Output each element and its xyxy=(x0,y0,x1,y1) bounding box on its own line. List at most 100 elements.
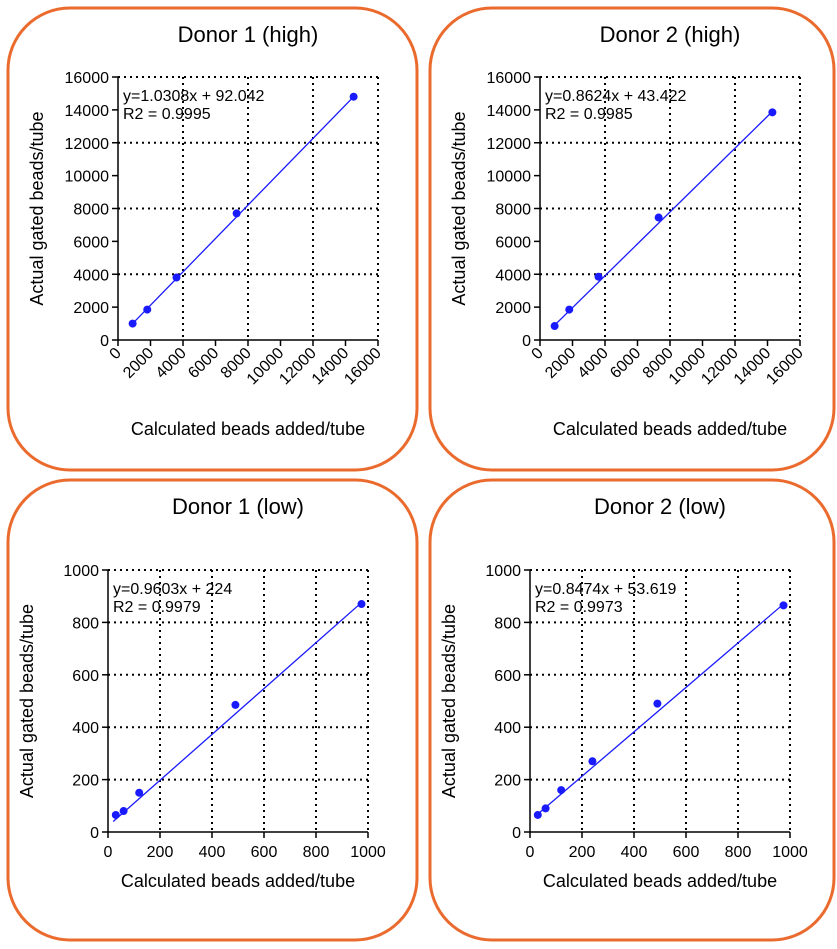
data-point xyxy=(143,305,152,314)
y-tick-label: 8000 xyxy=(495,202,531,219)
y-tick-label: 200 xyxy=(72,773,99,790)
x-tick-label: 0 xyxy=(104,844,113,861)
data-point xyxy=(768,108,777,117)
data-point xyxy=(119,807,128,816)
annotation: R2 = 0.9985 xyxy=(545,106,633,123)
y-tick-label: 16000 xyxy=(487,70,532,87)
data-point xyxy=(550,322,559,331)
data-point xyxy=(588,757,597,766)
fit-line xyxy=(132,96,355,325)
y-tick-label: 1000 xyxy=(485,563,521,580)
x-axis-label: Calculated beads added/tube xyxy=(543,871,777,891)
x-tick-label: 800 xyxy=(303,844,330,861)
data-point xyxy=(653,699,662,708)
y-tick-label: 6000 xyxy=(495,234,531,251)
x-tick-label: 6000 xyxy=(185,345,222,382)
chart-title: Donor 2 (low) xyxy=(594,494,726,519)
y-tick-label: 2000 xyxy=(73,300,109,317)
x-tick-label: 600 xyxy=(673,844,700,861)
y-tick-label: 0 xyxy=(90,825,99,842)
x-tick-label: 2000 xyxy=(120,345,157,382)
data-point xyxy=(357,600,366,609)
data-point xyxy=(172,273,181,282)
y-tick-label: 4000 xyxy=(73,267,109,284)
x-tick-label: 0 xyxy=(529,345,547,363)
x-tick-label: 200 xyxy=(569,844,596,861)
annotation: R2 = 0.9995 xyxy=(123,106,211,123)
y-tick-label: 600 xyxy=(494,668,521,685)
y-tick-label: 0 xyxy=(100,333,109,350)
y-tick-label: 10000 xyxy=(487,169,532,186)
x-tick-label: 400 xyxy=(199,844,226,861)
y-tick-label: 1000 xyxy=(63,563,99,580)
x-tick-label: 16000 xyxy=(763,345,807,389)
x-axis-label: Calculated beads added/tube xyxy=(121,871,355,891)
fit-line xyxy=(534,603,784,817)
annotation: y=0.9603x + 224 xyxy=(113,581,232,598)
y-axis-label: Actual gated beads/tube xyxy=(27,111,47,305)
y-tick-label: 16000 xyxy=(65,70,110,87)
y-tick-label: 200 xyxy=(494,773,521,790)
x-tick-label: 0 xyxy=(526,844,535,861)
chart-title: Donor 1 (high) xyxy=(178,22,319,47)
data-point xyxy=(111,810,120,819)
data-point xyxy=(128,319,137,328)
data-point xyxy=(565,305,574,314)
panel: Donor 2 (low) 0 200 400 600 800 1000 0 200 400 600… xyxy=(428,478,836,942)
y-tick-label: 14000 xyxy=(65,103,110,120)
x-axis-label: Calculated beads added/tube xyxy=(131,419,365,439)
x-tick-label: 16000 xyxy=(341,345,385,389)
x-tick-label: 0 xyxy=(107,345,125,363)
y-tick-label: 10000 xyxy=(65,169,110,186)
y-tick-label: 0 xyxy=(522,333,531,350)
data-point xyxy=(594,272,603,281)
data-point xyxy=(541,804,550,813)
x-tick-label: 400 xyxy=(621,844,648,861)
data-point xyxy=(232,209,241,218)
fit-line xyxy=(112,600,364,823)
panel-frame xyxy=(428,478,836,942)
x-tick-label: 200 xyxy=(147,844,174,861)
annotation: R2 = 0.9979 xyxy=(113,599,201,616)
data-point xyxy=(557,786,566,795)
y-tick-label: 400 xyxy=(72,720,99,737)
x-tick-label: 2000 xyxy=(542,345,579,382)
x-tick-label: 1000 xyxy=(350,844,386,861)
x-axis-label: Calculated beads added/tube xyxy=(553,419,787,439)
y-tick-label: 0 xyxy=(512,825,521,842)
annotation: y=1.0308x + 92.042 xyxy=(123,88,265,105)
y-tick-label: 400 xyxy=(494,720,521,737)
panel: Donor 2 (high)02000400060008000100001200… xyxy=(428,6,836,472)
y-tick-label: 12000 xyxy=(65,136,110,153)
annotation: y=0.8474x + 53.619 xyxy=(535,581,677,598)
y-tick-label: 14000 xyxy=(487,103,532,120)
chart-title: Donor 2 (high) xyxy=(600,22,741,47)
annotation: y=0.8624x + 43.422 xyxy=(545,88,687,105)
x-tick-label: 600 xyxy=(251,844,278,861)
y-tick-label: 600 xyxy=(72,668,99,685)
x-tick-label: 800 xyxy=(725,844,752,861)
panel-frame xyxy=(6,6,419,472)
y-tick-label: 12000 xyxy=(487,136,532,153)
data-point xyxy=(533,810,542,819)
x-tick-label: 6000 xyxy=(607,345,644,382)
panel: Donor 1 (high)02000400060008000100001200… xyxy=(6,6,419,472)
x-tick-label: 4000 xyxy=(575,345,612,382)
panel-frame xyxy=(428,6,836,472)
data-point xyxy=(135,788,144,797)
data-point xyxy=(349,92,358,101)
y-tick-label: 4000 xyxy=(495,267,531,284)
panel: Donor 1 (low) 0 200 400 600 800 1000 0 200 400 600… xyxy=(6,478,419,942)
x-tick-label: 4000 xyxy=(153,345,190,382)
fit-line xyxy=(554,111,773,326)
data-point xyxy=(779,601,788,610)
y-tick-label: 2000 xyxy=(495,300,531,317)
x-tick-label: 1000 xyxy=(772,844,808,861)
data-point xyxy=(231,700,240,709)
y-axis-label: Actual gated beads/tube xyxy=(449,111,469,305)
y-axis-label: Actual gated beads/tube xyxy=(17,604,37,798)
panel-frame xyxy=(6,478,419,942)
chart-title: Donor 1 (low) xyxy=(172,494,304,519)
